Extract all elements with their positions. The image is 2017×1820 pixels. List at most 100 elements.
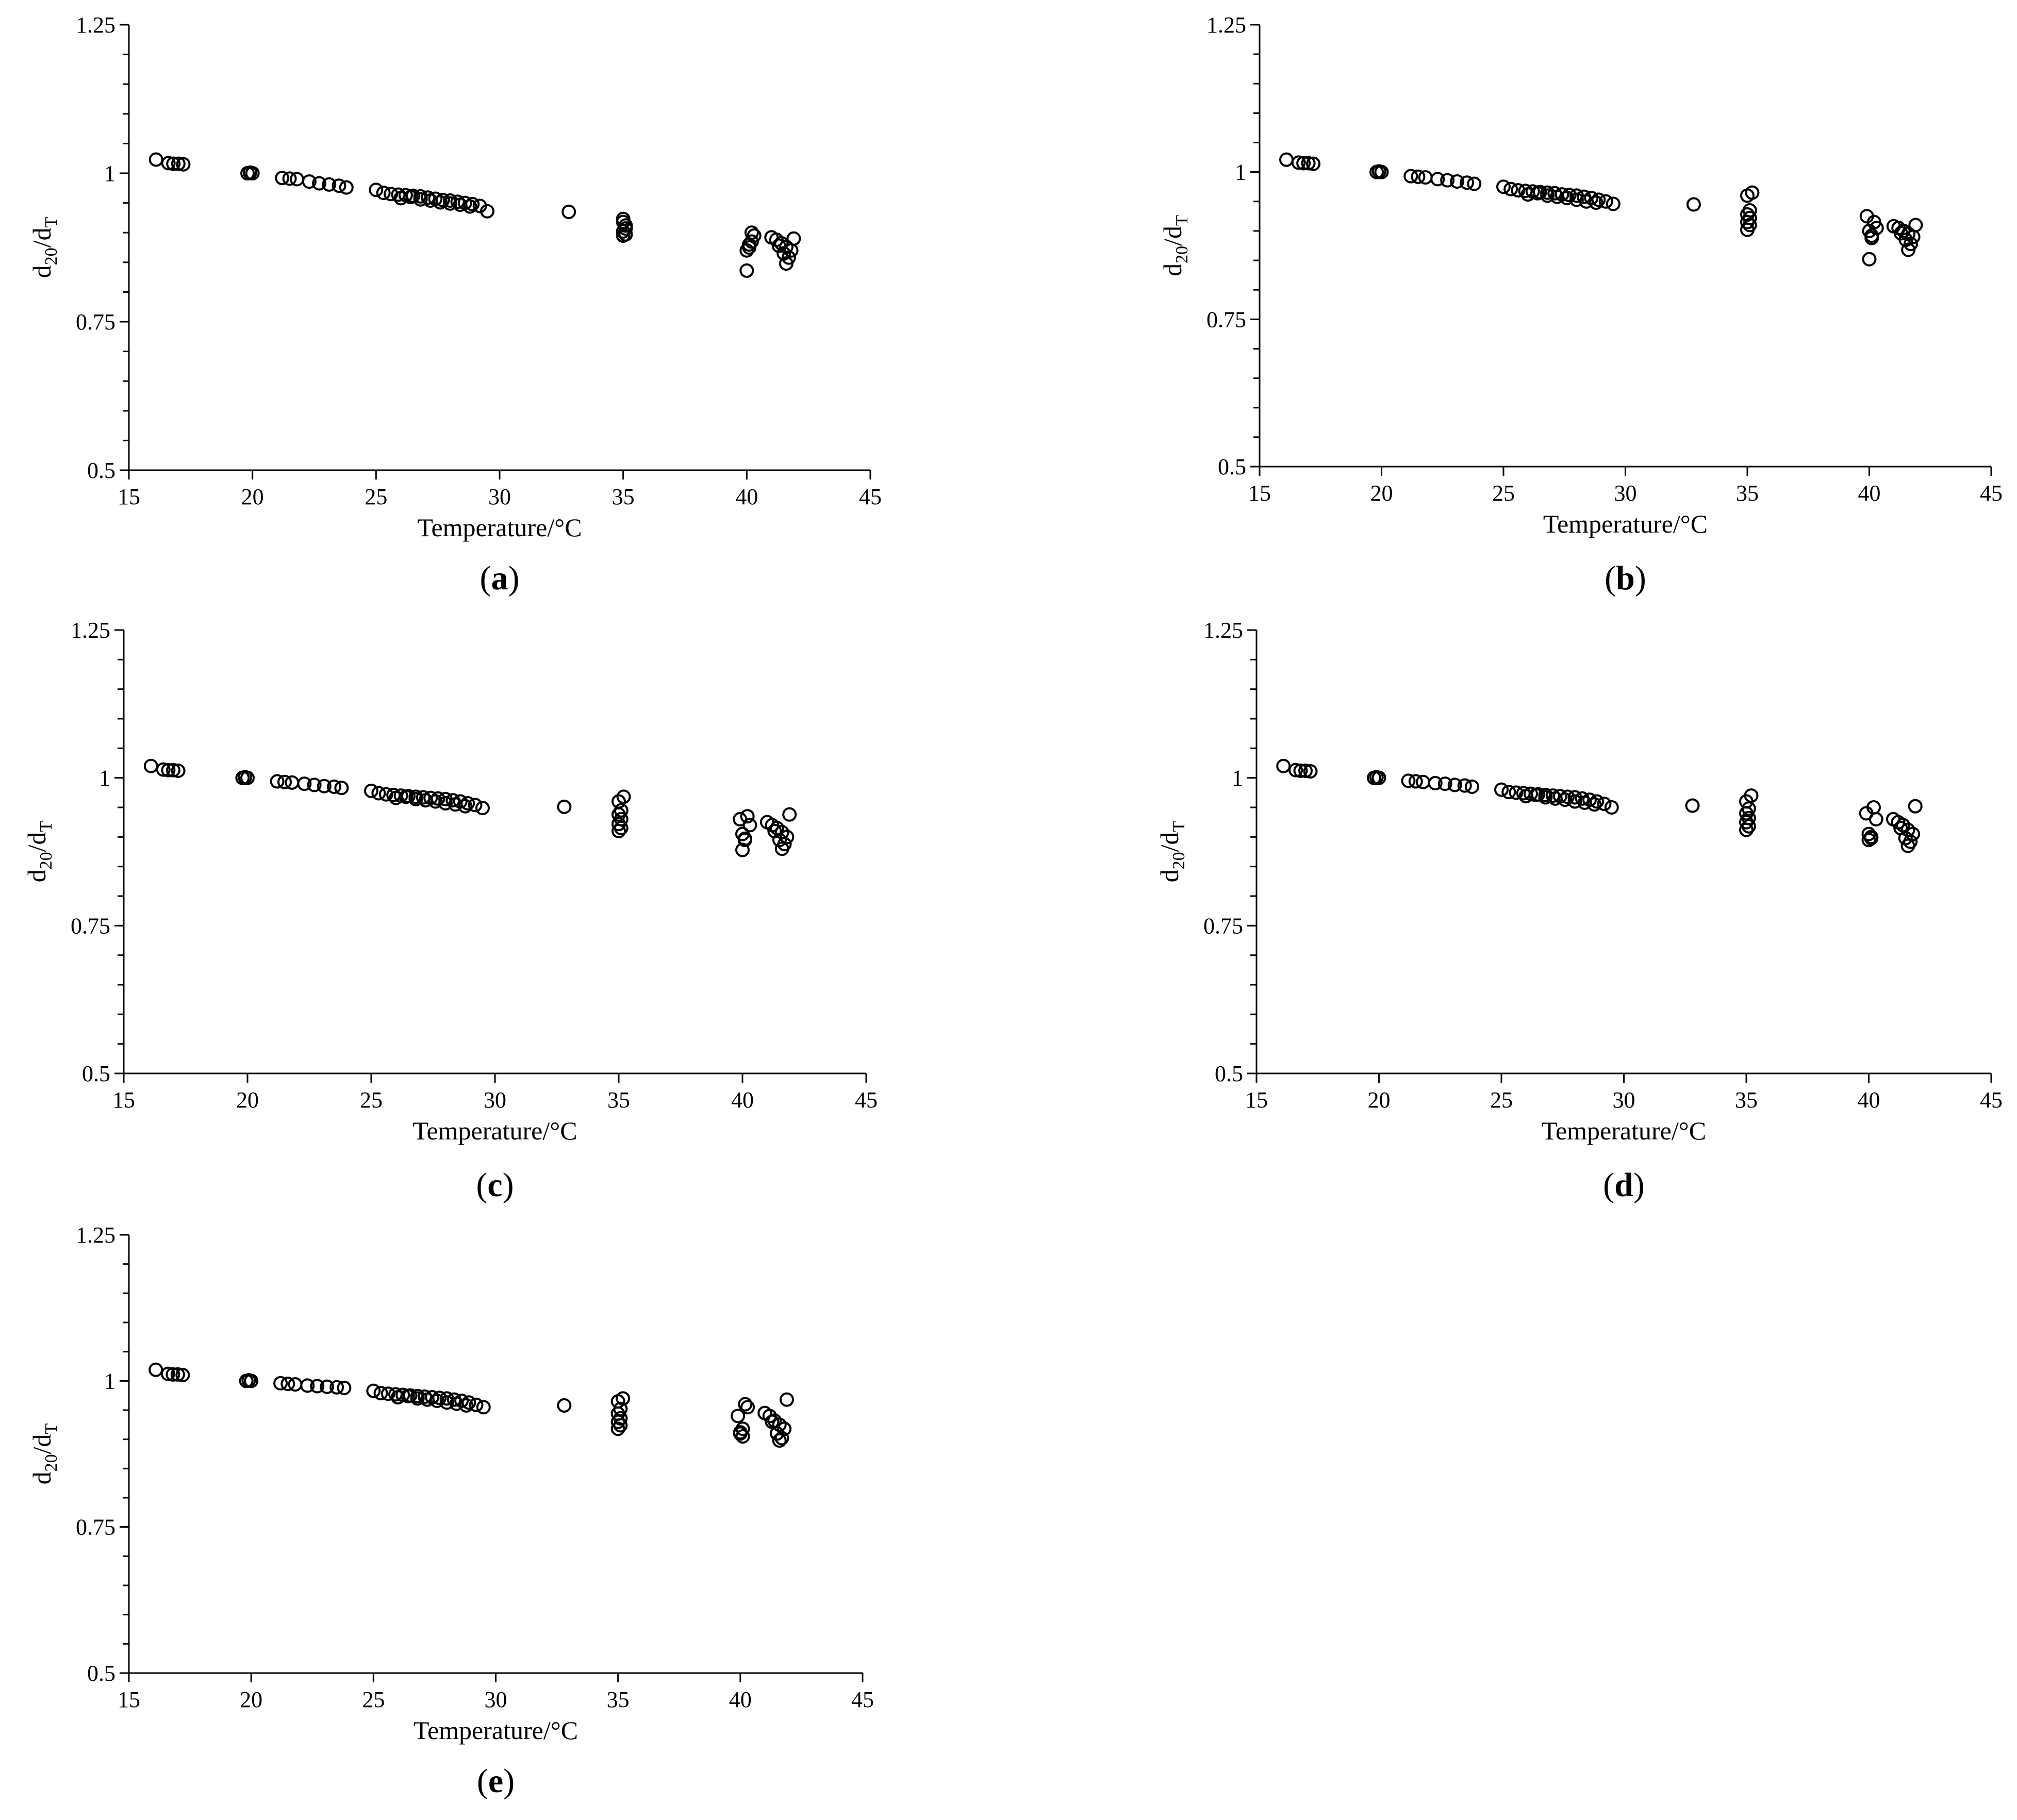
y-tick-label: 0.75: [71, 913, 110, 938]
data-point: [302, 174, 317, 189]
data-point: [458, 799, 473, 814]
data-point: [240, 770, 255, 785]
data-point: [786, 231, 801, 246]
x-axis-title: Temperature/°C: [1542, 1116, 1706, 1145]
data-point: [423, 193, 438, 208]
data-point: [175, 1368, 190, 1382]
data-point: [1598, 194, 1613, 209]
x-tick-label: 40: [731, 1087, 754, 1113]
data-point: [1450, 174, 1465, 189]
data-point: [742, 818, 757, 833]
data-point: [611, 823, 626, 838]
chart-panel-c: 0.5 0.75 1 1.25 15 20 25 30 35 40 45 Temperature/°C…: [22, 618, 878, 1204]
data-point: [410, 1391, 425, 1406]
data-point: [1740, 214, 1755, 229]
data-point: [777, 1421, 792, 1436]
data-point: [1569, 192, 1584, 207]
data-point: [273, 1376, 288, 1391]
y-axis-title: d20/dT: [22, 821, 56, 882]
data-point: [774, 841, 789, 856]
data-point: [1597, 797, 1612, 812]
data-point: [1540, 188, 1555, 203]
data-point: [288, 1377, 303, 1392]
data-point: [1901, 242, 1916, 257]
data-point: [1545, 788, 1560, 803]
y-axis-title: d20/dT: [1158, 215, 1192, 276]
data-point: [1518, 789, 1533, 804]
data-point: [1577, 795, 1592, 810]
x-tick-label: 20: [1370, 481, 1393, 506]
data-point: [1587, 797, 1602, 812]
data-point: [244, 1374, 259, 1388]
x-tick-label: 25: [1490, 1087, 1513, 1113]
x-tick-label: 15: [112, 1087, 135, 1113]
data-point: [739, 243, 754, 258]
x-tick-label: 25: [362, 1687, 385, 1712]
data-point: [160, 1366, 175, 1381]
data-point: [780, 830, 795, 845]
data-point: [462, 199, 477, 214]
data-point: [1908, 799, 1923, 814]
x-tick-label: 20: [240, 1687, 262, 1712]
data-point: [769, 1426, 784, 1441]
x-tick-label: 35: [612, 484, 635, 509]
data-point: [1447, 777, 1462, 792]
data-point: [735, 1421, 750, 1436]
y-tick-label: 0.75: [76, 1515, 115, 1540]
data-point: [373, 1386, 388, 1401]
data-point: [1496, 179, 1511, 194]
data-point: [613, 1411, 628, 1426]
x-tick-label: 15: [1248, 481, 1271, 506]
data-point: [731, 1409, 746, 1424]
data-point: [774, 1431, 789, 1446]
data-point: [1558, 792, 1573, 807]
data-point: [1411, 169, 1426, 184]
data-point: [170, 1367, 185, 1382]
y-tick-label: 0.75: [1206, 307, 1246, 332]
y-axis-title: d20/dT: [27, 1423, 61, 1484]
x-tick-label: 35: [607, 1087, 630, 1113]
x-tick-label: 20: [241, 484, 264, 509]
x-tick-label: 40: [1858, 1087, 1880, 1113]
data-point: [369, 183, 384, 197]
data-point: [1440, 173, 1455, 188]
data-point: [420, 190, 435, 205]
x-axis-title: Temperature/°C: [417, 513, 582, 542]
x-tick-label: 35: [607, 1687, 630, 1712]
data-point: [1896, 818, 1910, 833]
data-point: [161, 156, 176, 171]
data-point: [1296, 156, 1311, 171]
y-tick-label: 0.5: [82, 1061, 110, 1086]
chart-panel-e: 0.5 0.75 1 1.25 15 20 25 30 35 40 45 Temperature/°C…: [27, 1222, 874, 1800]
data-point: [1547, 186, 1562, 201]
data-point: [1745, 185, 1760, 200]
y-tick-label: 0.5: [1218, 454, 1246, 479]
data-point: [453, 197, 468, 212]
x-tick-label: 30: [485, 1687, 507, 1712]
data-point: [1291, 155, 1306, 170]
data-point: [613, 1418, 628, 1433]
x-tick-label: 40: [729, 1687, 752, 1712]
data-point: [616, 224, 631, 239]
data-point: [310, 1379, 325, 1394]
x-axis-title: Temperature/°C: [412, 1116, 577, 1145]
panel-label: (d): [1603, 1166, 1645, 1204]
data-point: [270, 774, 285, 789]
data-point: [1293, 763, 1308, 778]
data-point: [364, 783, 378, 798]
data-point: [1503, 181, 1518, 196]
data-point: [1744, 788, 1759, 803]
data-point: [1906, 826, 1920, 841]
data-point: [616, 228, 631, 243]
data-point: [275, 171, 290, 186]
data-point: [561, 204, 576, 219]
data-point: [329, 1380, 344, 1395]
y-tick-label: 0.5: [87, 458, 115, 483]
data-point: [1374, 164, 1389, 179]
data-point: [1303, 764, 1318, 779]
data-point: [450, 194, 465, 209]
chart-panel-d: 0.5 0.75 1 1.25 15 20 25 30 35 40 45 Temperature/°C…: [1155, 618, 2003, 1204]
data-point: [1528, 787, 1543, 802]
x-tick-label: 20: [236, 1087, 259, 1113]
